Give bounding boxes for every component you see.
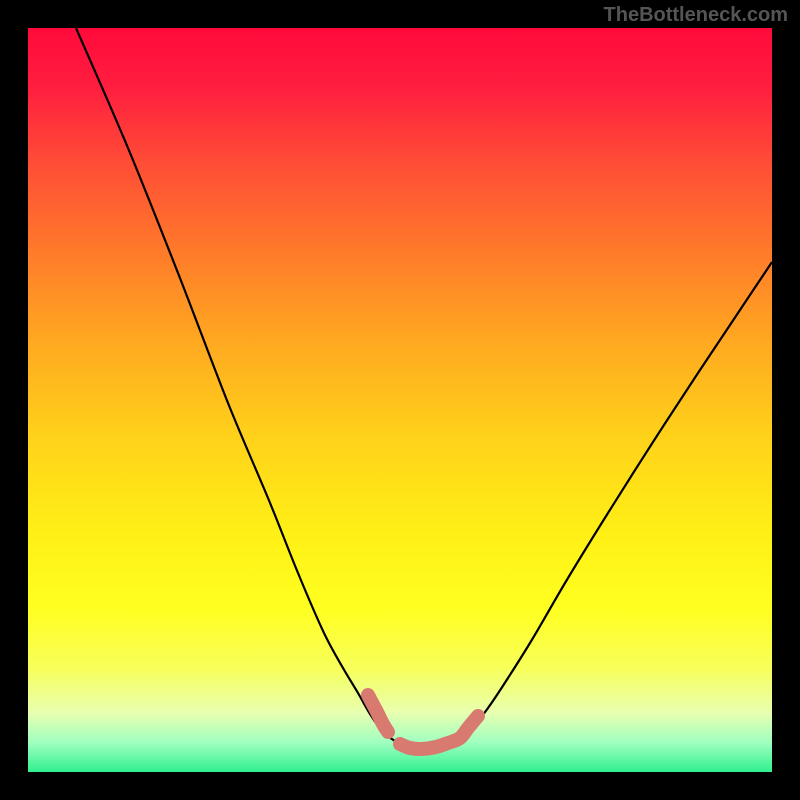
gradient-background: [28, 28, 772, 772]
chart-svg: [28, 28, 772, 772]
chart-plot-area: [28, 28, 772, 772]
watermark-text: TheBottleneck.com: [604, 4, 788, 27]
